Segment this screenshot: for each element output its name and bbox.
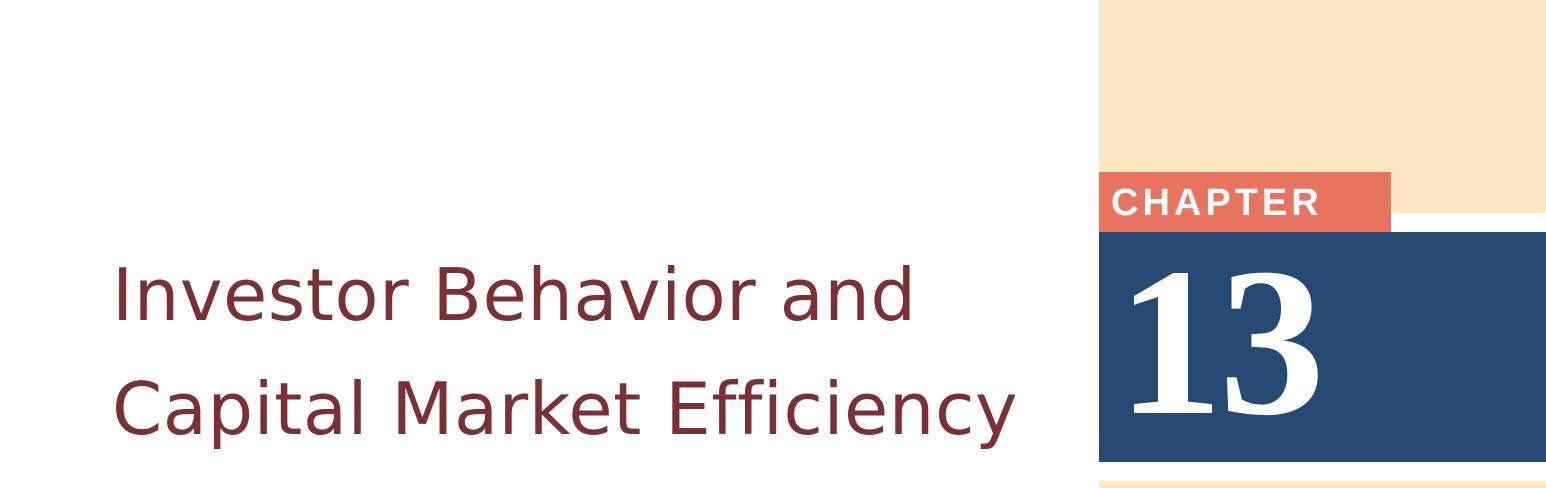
chapter-label: CHAPTER [1111,172,1323,232]
chapter-number-box: 13 [1099,232,1546,462]
chapter-title-line-2: Capital Market Efficiency [112,352,1018,466]
chapter-title-line-1: Investor Behavior and [112,238,1018,352]
chapter-title: Investor Behavior and Capital Market Eff… [112,238,1018,466]
chapter-label-box: CHAPTER [1099,172,1391,232]
cream-strip-bottom [1099,481,1546,488]
chapter-number: 13 [1117,242,1321,442]
chapter-panel: CHAPTER 13 [1099,0,1546,488]
